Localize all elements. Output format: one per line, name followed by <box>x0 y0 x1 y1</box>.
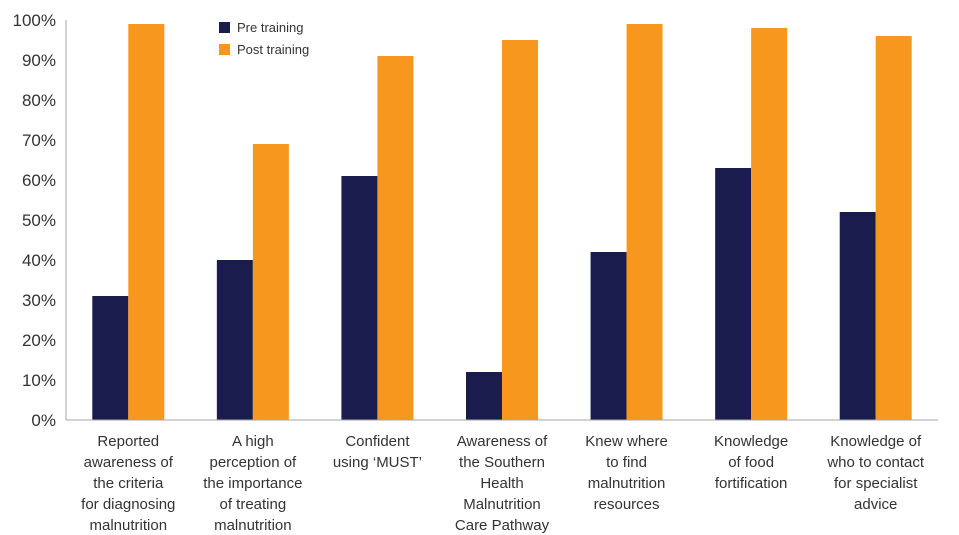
post-training-bar <box>875 36 912 420</box>
pre-training-bar <box>590 252 627 420</box>
legend-swatch <box>219 22 230 33</box>
x-category-label: Reported awareness of the criteria for diag… <box>81 433 175 534</box>
y-tick-label: 70% <box>22 131 56 150</box>
y-tick-label: 10% <box>22 371 56 390</box>
y-tick-label: 30% <box>22 291 56 310</box>
legend-label: Post training <box>237 42 309 57</box>
pre-training-bar <box>715 168 752 420</box>
y-tick-label: 100% <box>13 11 56 30</box>
x-category-label: A high perception of the importance of trea… <box>203 433 302 534</box>
y-tick-label: 80% <box>22 91 56 110</box>
post-training-bar <box>128 24 165 420</box>
pre-training-bar <box>341 176 378 420</box>
x-category-label: Knowledge of food fortification <box>714 433 788 492</box>
x-axis: Reported awareness of the criteria for diag… <box>66 419 938 534</box>
y-tick-label: 0% <box>31 411 56 430</box>
x-category-label: Awareness of the Southern Health Malnutriti… <box>455 433 550 534</box>
y-tick-label: 60% <box>22 171 56 190</box>
post-training-bar <box>751 28 788 420</box>
pre-training-bar <box>839 212 876 420</box>
post-training-bar <box>377 56 414 420</box>
legend-swatch <box>219 44 230 55</box>
pre-training-bar <box>466 372 502 420</box>
legend-label: Pre training <box>237 20 303 35</box>
y-axis: 0% 10% 20% 30% 40% 50% 60% 70% 80% 90% 100% <box>13 11 67 430</box>
y-tick-label: 40% <box>22 251 56 270</box>
post-training-bar <box>252 144 289 420</box>
y-tick-label: 50% <box>22 211 56 230</box>
legend: Pre training Post training <box>219 20 309 57</box>
x-category-label: Confident using ‘MUST’ <box>333 433 422 471</box>
pre-training-bar <box>216 260 253 420</box>
bars <box>92 24 912 420</box>
y-tick-label: 90% <box>22 51 56 70</box>
post-training-bar <box>502 40 538 420</box>
x-category-label: Knowledge of who to contact for specialist… <box>826 433 925 513</box>
pre-training-bar <box>92 296 129 420</box>
post-training-bar <box>626 24 663 420</box>
x-category-label: Knew where to find malnutrition resources <box>585 433 668 513</box>
y-tick-label: 20% <box>22 331 56 350</box>
